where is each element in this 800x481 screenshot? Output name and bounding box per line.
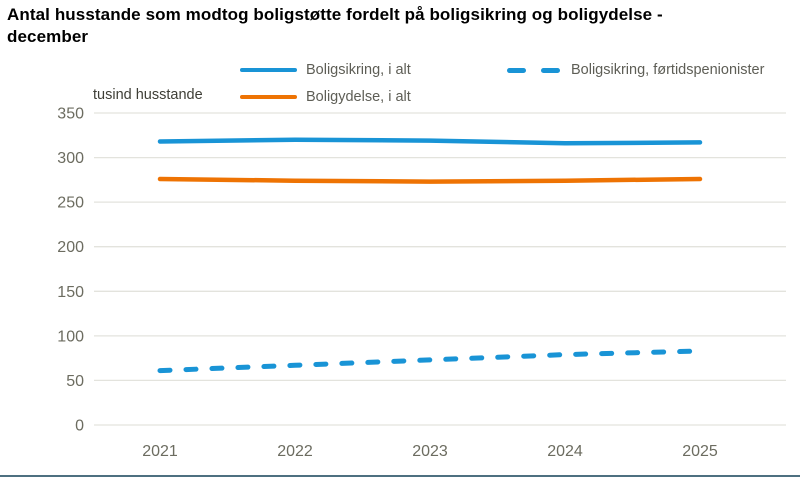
x-tick-label: 2022 [277, 443, 313, 460]
y-tick-label: 50 [66, 373, 84, 390]
chart-title-line-1: Antal husstande som modtog boligstøtte f… [7, 5, 663, 24]
x-tick-label: 2025 [682, 443, 718, 460]
legend-item-boligsikring-foertidspensionister: Boligsikring, førtidspenionister [507, 61, 764, 79]
chart-title-line-2: december [7, 27, 89, 46]
legend-line-swatch-dashed-blue [507, 67, 560, 73]
y-tick-label: 350 [57, 106, 84, 123]
legend-label: Boligydelse, i alt [306, 89, 411, 105]
dash-segment [541, 67, 560, 73]
x-tick-label: 2021 [142, 443, 178, 460]
y-axis-unit-label: tusind husstande [93, 87, 203, 103]
footer-accent-bar [0, 475, 800, 477]
x-tick-label: 2023 [412, 443, 448, 460]
legend-line-swatch-solid-blue [240, 68, 297, 72]
y-tick-label: 200 [57, 239, 84, 256]
y-tick-label: 150 [57, 284, 84, 301]
y-tick-label: 100 [57, 328, 84, 345]
chart-title: Antal husstande som modtog boligstøtte f… [7, 4, 787, 48]
dash-segment [507, 67, 526, 73]
series-line-2 [157, 348, 703, 374]
x-tick-label: 2024 [547, 443, 583, 460]
legend-label: Boligsikring, i alt [306, 62, 411, 78]
legend-item-boligsikring-i-alt: Boligsikring, i alt [240, 61, 411, 79]
legend-item-boligydelse-i-alt: Boligydelse, i alt [240, 88, 411, 106]
series-line-0 [157, 137, 703, 146]
legend-line-swatch-solid-orange [240, 95, 297, 99]
series-line-1 [157, 176, 703, 184]
legend-label: Boligsikring, førtidspenionister [571, 62, 765, 78]
y-tick-label: 300 [57, 150, 84, 167]
y-tick-label: 0 [75, 418, 84, 435]
y-tick-label: 250 [57, 195, 84, 212]
